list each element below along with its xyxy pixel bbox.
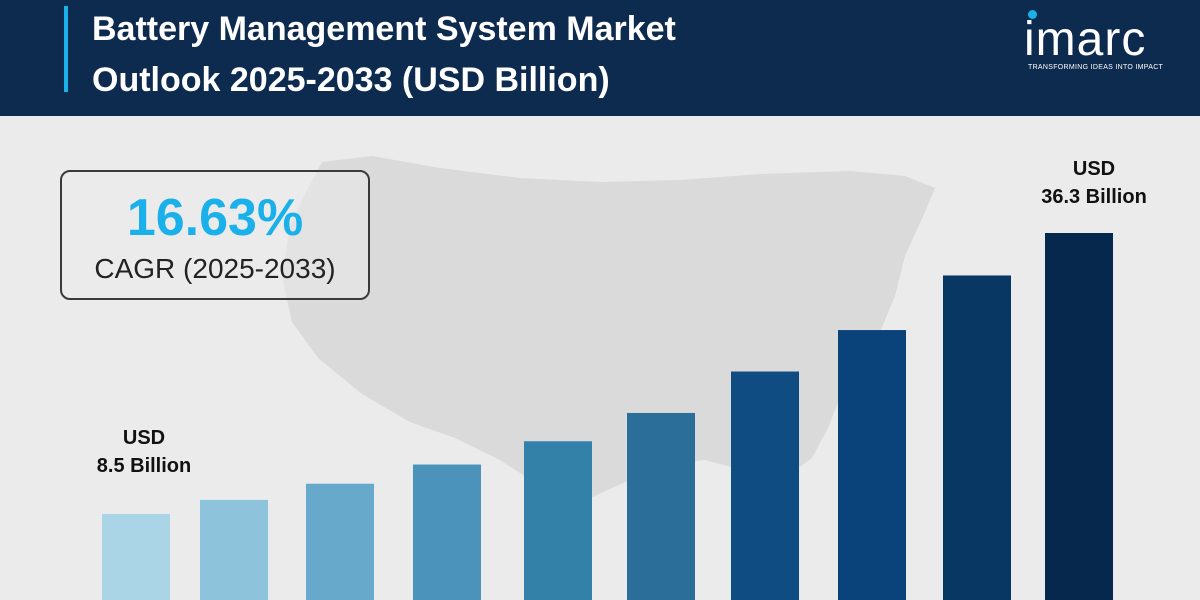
bar-1 — [102, 514, 170, 600]
bar-8 — [838, 330, 906, 600]
end-value-callout: USD 36.3 Billion — [1024, 155, 1164, 211]
header-banner: Battery Management System Market Outlook… — [0, 0, 1200, 116]
start-callout-line-1: USD — [122, 427, 166, 449]
bar-7 — [731, 371, 799, 600]
logo-tagline: TRANSFORMING IDEAS INTO IMPACT — [1028, 64, 1164, 71]
cagr-label: CAGR (2025-2033) — [94, 253, 336, 284]
bar-4 — [413, 464, 481, 600]
page-title: Battery Management System Market Outlook… — [92, 4, 676, 106]
bar-5 — [524, 441, 592, 600]
end-callout-line-1: USD — [1072, 158, 1116, 180]
bar-9 — [943, 275, 1011, 600]
bar-3 — [306, 483, 374, 600]
title-line-1: Battery Management System Market — [92, 10, 676, 48]
cagr-box: 16.63% CAGR (2025-2033) — [60, 170, 370, 300]
title-line-2: Outlook 2025-2033 (USD Billion) — [92, 61, 610, 99]
bar-6 — [627, 412, 695, 600]
bar-2 — [200, 499, 268, 600]
cagr-value: 16.63% — [126, 189, 304, 247]
bar-10 — [1045, 233, 1113, 600]
imarc-logo: imarc TRANSFORMING IDEAS INTO IMPACT — [1020, 6, 1180, 76]
title-accent-bar — [64, 6, 68, 92]
start-value-callout: USD 8.5 Billion — [84, 424, 204, 480]
end-callout-line-2: 36.3 Billion — [1041, 186, 1147, 208]
logo-wordmark: imarc — [1024, 13, 1147, 66]
start-callout-line-2: 8.5 Billion — [96, 455, 192, 477]
logo-dot — [1028, 10, 1037, 19]
